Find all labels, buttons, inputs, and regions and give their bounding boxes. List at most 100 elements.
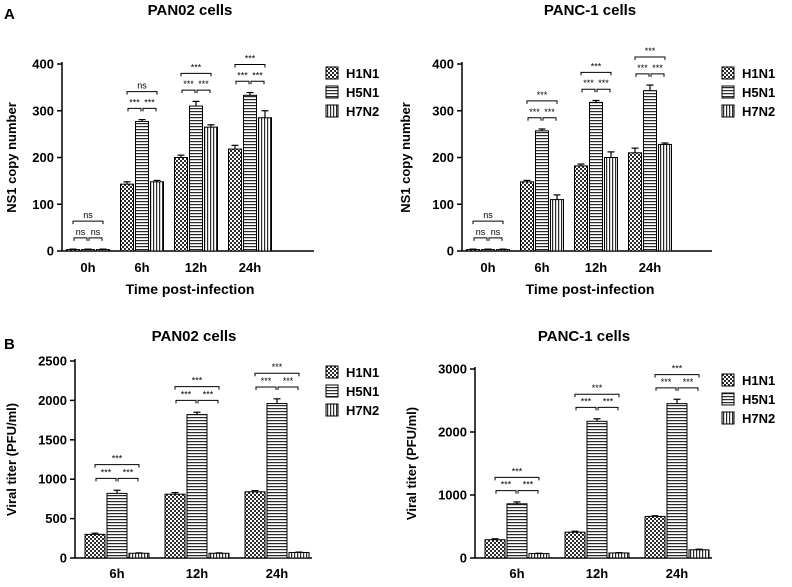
significance-bracket: [73, 237, 88, 241]
significance-label: ***: [523, 480, 534, 490]
bar-h7n2-6h: [550, 199, 564, 252]
significance-label: ***: [637, 63, 648, 73]
y-tick-label: 0: [460, 551, 467, 566]
x-tick-label: 24h: [266, 566, 288, 581]
significance-bracket: [494, 476, 540, 481]
significance-bracket: [597, 406, 619, 411]
significance-label: ns: [476, 227, 486, 237]
significance-bracket: [181, 89, 196, 94]
x-tick-label: 6h: [509, 566, 524, 581]
significance-label: ***: [661, 377, 672, 387]
significance-bracket: [95, 477, 117, 482]
chart-title: PAN02 cells: [148, 2, 233, 19]
chart-title: PAN02 cells: [152, 328, 237, 345]
bar-h5n1-24h: [243, 94, 257, 252]
bar-h7n2-24h: [688, 549, 710, 559]
y-tick-label: 2500: [38, 354, 67, 369]
legend-swatch: [721, 85, 735, 99]
significance-bracket: [174, 386, 220, 390]
significance-label: ***: [544, 107, 555, 117]
legend-label: H5N1: [346, 384, 379, 399]
significance-label: ***: [592, 383, 603, 393]
significance-bracket: [575, 406, 597, 411]
bar-h5n1-12h: [586, 420, 608, 559]
significance-bracket: [488, 237, 503, 241]
significance-label: ***: [501, 480, 512, 490]
y-tick-label: 300: [32, 103, 54, 118]
significance-label: ns: [137, 81, 147, 91]
legend-label: H1N1: [742, 66, 775, 81]
x-tick-label: 12h: [586, 566, 608, 581]
chart-1: PAN02 cells 0 100 200 300 400 NS1 copy number 0…: [4, 2, 379, 297]
chart-3: PAN02 cells 0 500 1000 1500 2000 2500 Viral tit…: [4, 328, 379, 581]
significance-label: ***: [203, 389, 214, 399]
panel-label-b: B: [4, 336, 15, 353]
bar-h1n1-24h: [244, 491, 266, 559]
x-tick-label: 6h: [134, 260, 149, 275]
y-tick-label: 1500: [38, 432, 67, 447]
significance-bracket: [180, 72, 212, 77]
chart-title: PANC-1 cells: [544, 2, 636, 19]
significance-label: ***: [237, 70, 248, 80]
bar-h5n1-6h: [535, 130, 549, 252]
significance-bracket: [527, 117, 542, 121]
bar-h7n2-6h: [150, 181, 164, 252]
significance-label: ***: [198, 79, 209, 89]
significance-bracket: [472, 220, 504, 225]
bar-h1n1-24h: [644, 515, 666, 559]
x-tick-label: 24h: [666, 566, 688, 581]
legend-swatch: [325, 365, 339, 379]
bar-h1n1-6h: [484, 539, 506, 559]
bar-h5n1-0h: [481, 249, 495, 252]
significance-label: ***: [603, 396, 614, 406]
y-tick-label: 300: [432, 103, 454, 118]
significance-bracket: [542, 117, 557, 121]
legend-swatch: [325, 104, 339, 118]
significance-label: ***: [112, 454, 123, 464]
bar-h7n2-12h: [208, 552, 230, 559]
significance-bracket: [596, 88, 611, 93]
significance-bracket: [197, 399, 219, 404]
bar-h7n2-0h: [496, 249, 510, 252]
bar-h1n1-24h: [228, 148, 242, 252]
bar-h5n1-6h: [106, 492, 128, 559]
significance-bracket: [650, 73, 665, 77]
significance-bracket: [517, 490, 539, 494]
bar-h1n1-12h: [164, 493, 186, 559]
significance-label: ***: [512, 466, 523, 476]
significance-bracket: [574, 393, 620, 398]
bar-h7n2-12h: [604, 157, 618, 252]
legend-label: H7N2: [742, 411, 775, 426]
legend-label: H7N2: [346, 403, 379, 418]
significance-bracket: [580, 71, 612, 76]
legend-swatch: [325, 85, 339, 99]
legend-swatch: [721, 104, 735, 118]
significance-bracket: [72, 220, 104, 225]
x-tick-label: 6h: [534, 260, 549, 275]
bar-h5n1-24h: [643, 90, 657, 252]
y-axis-label: Viral titer (PFU/ml): [404, 407, 419, 520]
significance-label: ***: [672, 364, 683, 374]
x-tick-label: 12h: [185, 260, 207, 275]
legend-label: H7N2: [346, 104, 379, 119]
significance-bracket: [473, 237, 488, 241]
significance-bracket: [127, 107, 142, 112]
bar-h5n1-12h: [189, 105, 203, 252]
significance-bracket: [255, 386, 277, 391]
significance-bracket: [526, 100, 558, 104]
y-tick-label: 0: [447, 244, 454, 259]
x-tick-label: 0h: [80, 260, 95, 275]
x-tick-label: 12h: [585, 260, 607, 275]
significance-bracket: [635, 73, 650, 77]
significance-bracket: [277, 386, 299, 391]
y-tick-label: 2000: [438, 425, 467, 440]
bar-h1n1-12h: [574, 165, 588, 252]
chart-title: PANC-1 cells: [538, 328, 630, 345]
y-tick-label: 3000: [438, 362, 467, 377]
significance-label: ***: [252, 70, 263, 80]
legend-label: H5N1: [346, 85, 379, 100]
significance-label: ns: [76, 227, 86, 237]
significance-label: ***: [529, 107, 540, 117]
